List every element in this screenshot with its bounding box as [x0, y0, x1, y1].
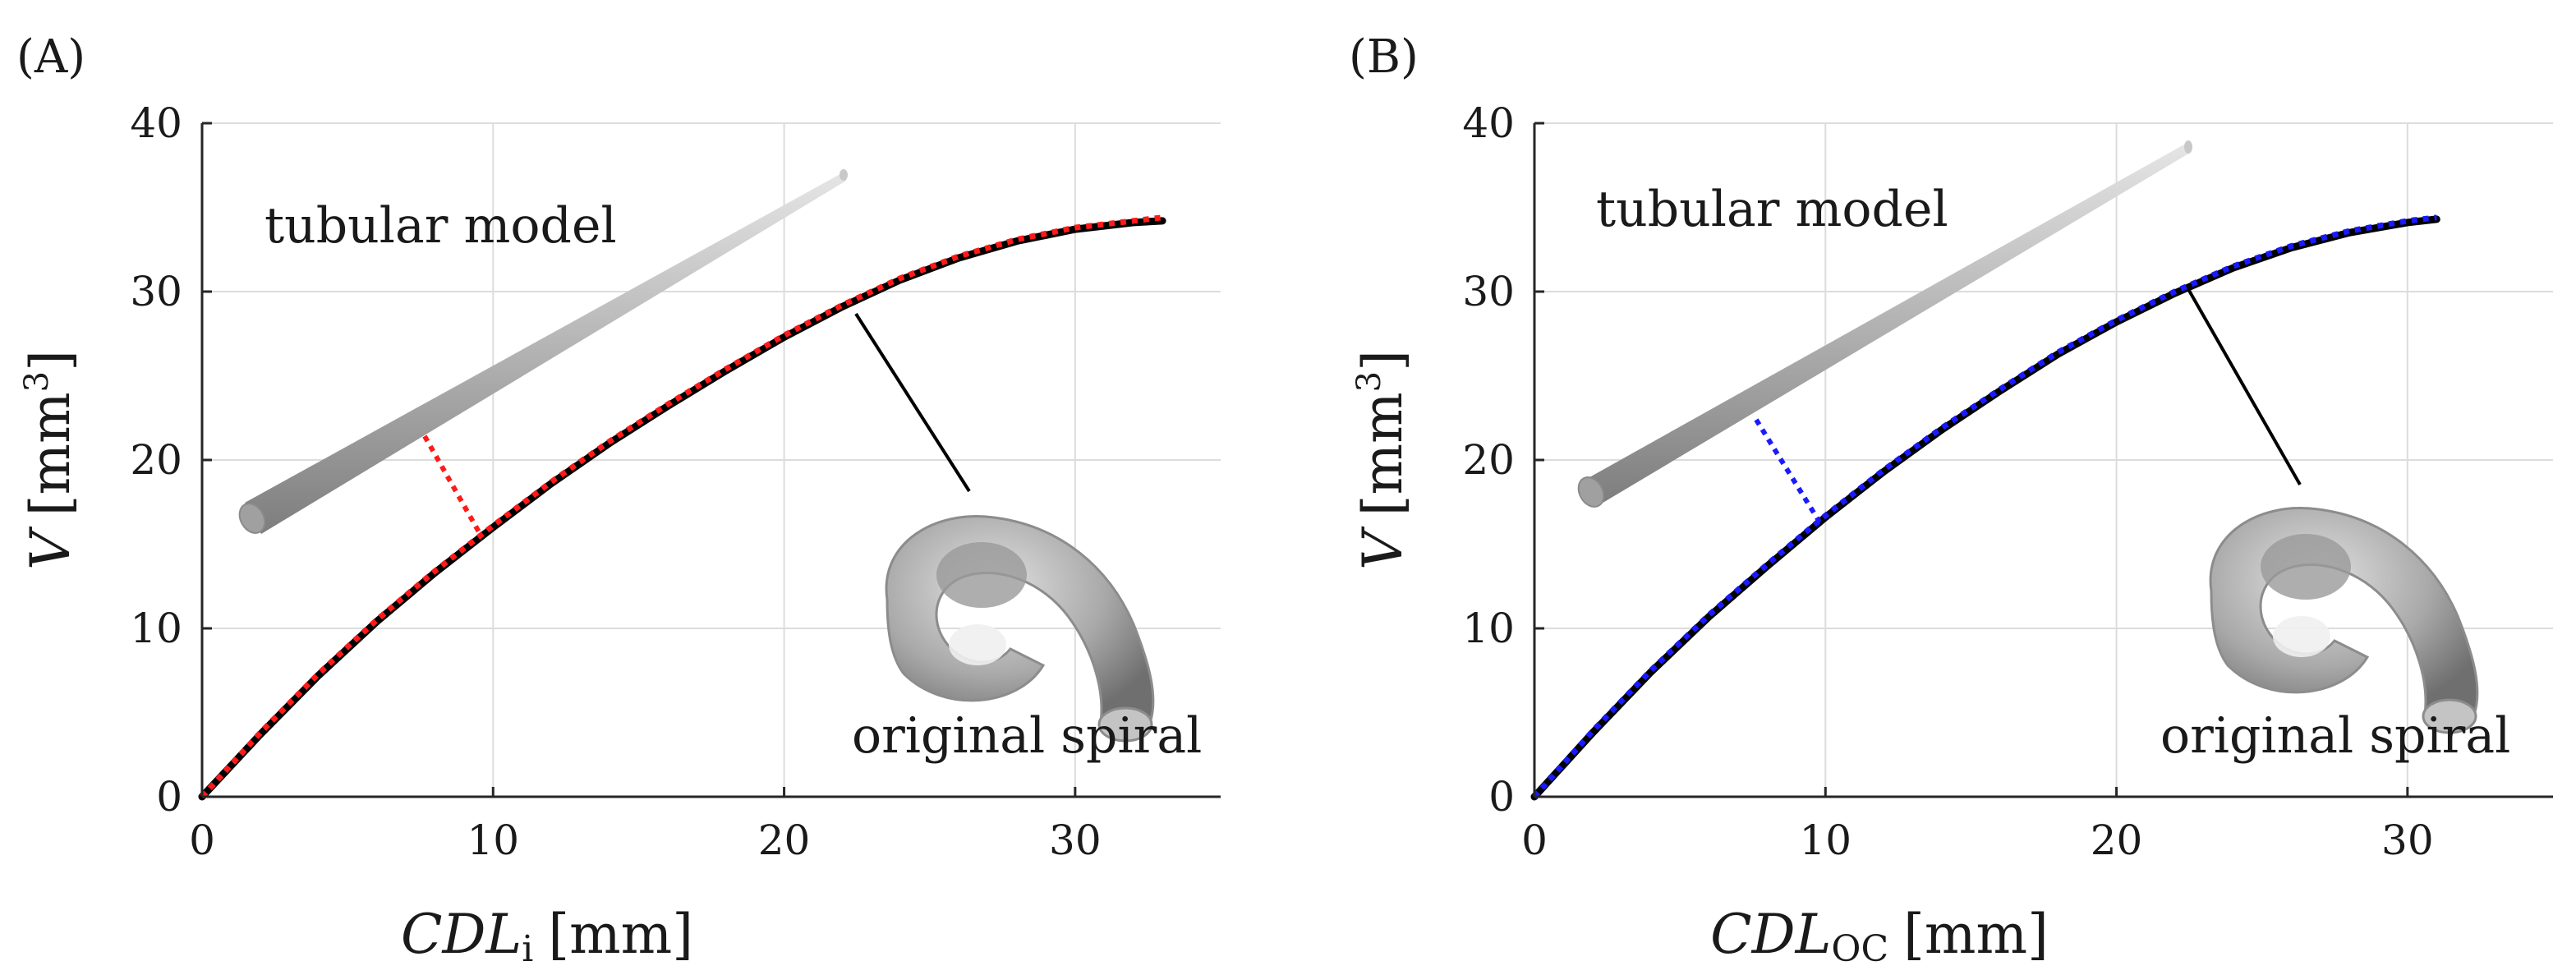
series-line-tubular-model	[200, 214, 1163, 799]
panel-b: (B) 0 10 20 30 0 10 20 30 40 tubular model origi…	[1349, 30, 2553, 970]
x-tick-label: 0	[189, 816, 215, 864]
y-tick-label: 30	[130, 268, 182, 315]
panel-b-label: (B)	[1349, 30, 1419, 84]
spiral-leader-line	[2187, 288, 2302, 485]
annotation-tubular-model: tubular model	[1596, 181, 1948, 238]
panel-a-label: (A)	[16, 30, 85, 84]
annotation-original-spiral: original spiral	[852, 707, 1202, 765]
spiral-leader-line	[854, 312, 971, 493]
panel-a-plot	[198, 214, 1166, 801]
y-tick-label: 0	[1488, 773, 1515, 821]
x-tick-label: 20	[758, 816, 811, 864]
x-tick-label: 20	[2091, 816, 2143, 864]
x-tick-label: 30	[1049, 816, 1102, 864]
tube-leader-line	[1754, 418, 1822, 524]
x-tick-label: 30	[2381, 816, 2434, 864]
x-tick-label: 10	[467, 816, 519, 864]
tubular-model-icon	[1577, 140, 2192, 508]
annotation-tubular-model: tubular model	[264, 197, 617, 255]
y-axis-label: V[mm3]	[1350, 350, 1414, 570]
y-tick-label: 10	[130, 605, 182, 652]
y-axis-label: V[mm3]	[18, 350, 82, 570]
y-tick-label: 40	[130, 99, 182, 147]
series-line-tubular-model	[1532, 214, 2437, 799]
series-line-original-spiral	[1530, 215, 2440, 801]
annotation-original-spiral: original spiral	[2160, 707, 2510, 765]
panel-b-plot	[1530, 214, 2440, 801]
x-tick-label: 0	[1521, 816, 1548, 864]
panel-b-axes: 0 10 20 30 0 10 20 30 40	[1462, 99, 2553, 864]
y-tick-label: 0	[156, 773, 182, 821]
y-tick-label: 30	[1462, 268, 1515, 315]
y-tick-label: 20	[1462, 436, 1515, 484]
panel-a: (A) 0 10 20 30 0 10 20 30 40 tubular model origi…	[16, 30, 1221, 970]
panel-b-grid	[1534, 122, 2553, 797]
x-axis-label: CDLOC [mm]	[1710, 903, 2049, 970]
x-axis-label: CDLi [mm]	[401, 903, 693, 970]
y-tick-label: 20	[130, 436, 182, 484]
original-spiral-icon	[2209, 507, 2479, 734]
panel-a-axes: 0 10 20 30 0 10 20 30 40	[130, 99, 1221, 864]
tubular-model-icon	[238, 169, 848, 534]
tube-leader-line	[422, 435, 484, 538]
x-tick-label: 10	[1799, 816, 1852, 864]
original-spiral-icon	[885, 515, 1155, 743]
y-tick-label: 40	[1462, 99, 1515, 147]
y-tick-label: 10	[1462, 605, 1515, 652]
